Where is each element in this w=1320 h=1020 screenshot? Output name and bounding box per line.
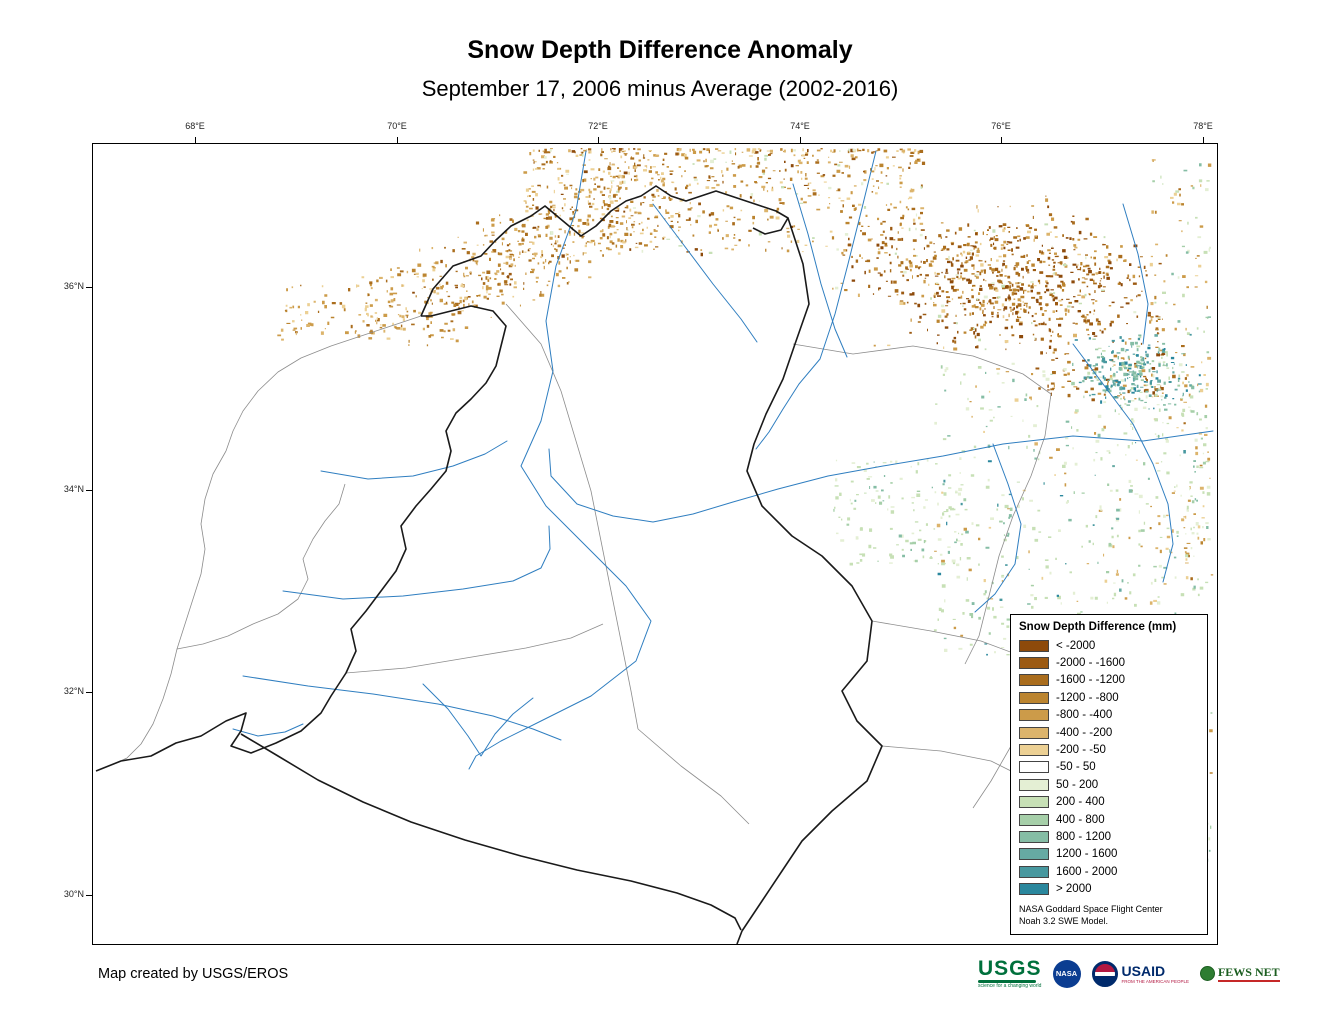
longitude-label: 74°E: [790, 121, 810, 131]
legend-title: Snow Depth Difference (mm): [1019, 621, 1177, 633]
latitude-label: 36°N: [63, 281, 84, 291]
usaid-seal-icon: [1091, 960, 1118, 987]
page-title: Snow Depth Difference Anomaly: [467, 36, 853, 64]
usgs-wave-icon: [978, 980, 1036, 983]
legend-item: 200 - 400: [1019, 794, 1199, 811]
longitude-label: 70°E: [387, 121, 407, 131]
legend-swatch: [1019, 709, 1049, 722]
legend-label: 800 - 1200: [1056, 830, 1111, 843]
usaid-tagline: FROM THE AMERICAN PEOPLE: [1121, 978, 1189, 984]
legend-swatch: [1019, 778, 1049, 791]
fewsnet-logo-text: FEWS NET: [1217, 965, 1280, 982]
legend-item: -800 - -400: [1019, 707, 1199, 724]
legend-item: 400 - 800: [1019, 811, 1199, 828]
longitude-tick: [1001, 137, 1002, 143]
legend-label: -800 - -400: [1056, 709, 1113, 722]
legend-swatch: [1019, 674, 1049, 687]
legend-item: < -2000: [1019, 637, 1199, 654]
map-credit: Map created by USGS/EROS: [98, 966, 289, 982]
page-subtitle: September 17, 2006 minus Average (2002-2…: [421, 76, 899, 101]
legend-label: -50 - 50: [1056, 761, 1096, 774]
globe-icon: [1199, 965, 1215, 981]
longitude-tick: [800, 137, 801, 143]
legend-label: -1600 - -1200: [1056, 674, 1126, 687]
legend-note-line: Noah 3.2 SWE Model.: [1019, 915, 1109, 926]
nasa-logo: NASA: [1052, 959, 1081, 988]
legend-item: -2000 - -1600: [1019, 654, 1199, 671]
legend-label: 1600 - 2000: [1056, 865, 1118, 878]
latitude-label: 32°N: [63, 686, 84, 696]
legend-swatch: [1019, 848, 1049, 861]
legend-swatch: [1019, 796, 1049, 809]
legend-item: > 2000: [1019, 880, 1199, 897]
legend-swatch: [1019, 830, 1049, 843]
latitude-label: 34°N: [63, 484, 84, 494]
legend-swatch: [1019, 639, 1049, 652]
legend-items: < -2000 -2000 - -1600 -1600 - -1200 -1200 -…: [1019, 637, 1199, 898]
legend-label: -1200 - -800: [1056, 691, 1119, 704]
map-frame: Snow Depth Difference (mm) < -2000 -2000 …: [92, 143, 1218, 945]
usgs-tagline: science for a changing world: [978, 983, 1042, 989]
legend-swatch: [1019, 761, 1049, 774]
legend-note-line: NASA Goddard Space Flight Center: [1019, 903, 1163, 914]
legend-item: 800 - 1200: [1019, 828, 1199, 845]
legend-label: 50 - 200: [1056, 778, 1099, 791]
legend: Snow Depth Difference (mm) < -2000 -2000 …: [1010, 614, 1208, 936]
legend-item: -200 - -50: [1019, 741, 1199, 758]
map-canvas: [95, 148, 1214, 944]
usgs-logo-text: USGS: [978, 957, 1042, 980]
legend-item: -50 - 50: [1019, 759, 1199, 776]
legend-swatch: [1019, 813, 1049, 826]
longitude-label: 72°E: [588, 121, 608, 131]
legend-label: 200 - 400: [1056, 796, 1105, 809]
latitude-tick: [86, 895, 92, 896]
legend-label: 1200 - 1600: [1056, 848, 1118, 861]
usaid-logo: USAID FROM THE AMERICAN PEOPLE: [1091, 960, 1189, 987]
legend-swatch: [1019, 865, 1049, 878]
legend-label: -400 - -200: [1056, 726, 1113, 739]
usaid-logo-text: USAID: [1121, 962, 1166, 979]
legend-label: < -2000: [1056, 639, 1096, 652]
legend-label: > 2000: [1056, 883, 1092, 896]
latitude-tick: [86, 490, 92, 491]
legend-swatch: [1019, 691, 1049, 704]
legend-label: -200 - -50: [1056, 744, 1106, 757]
legend-label: 400 - 800: [1056, 813, 1105, 826]
legend-note: NASA Goddard Space Flight Center Noah 3.…: [1019, 904, 1199, 927]
legend-swatch: [1019, 744, 1049, 757]
legend-item: 50 - 200: [1019, 776, 1199, 793]
fewsnet-logo: FEWS NET: [1199, 965, 1280, 982]
latitude-tick: [86, 287, 92, 288]
latitude-label: 30°N: [63, 889, 84, 899]
legend-item: -1200 - -800: [1019, 689, 1199, 706]
longitude-tick: [195, 137, 196, 143]
legend-item: 1600 - 2000: [1019, 863, 1199, 880]
latitude-tick: [86, 692, 92, 693]
legend-swatch: [1019, 883, 1049, 896]
longitude-label: 68°E: [185, 121, 205, 131]
legend-item: -400 - -200: [1019, 724, 1199, 741]
longitude-tick: [397, 137, 398, 143]
longitude-label: 78°E: [1193, 121, 1213, 131]
legend-label: -2000 - -1600: [1056, 657, 1126, 670]
longitude-tick: [1203, 137, 1204, 143]
usgs-logo: USGS science for a changing world: [978, 958, 1042, 989]
nasa-logo-text: NASA: [1055, 969, 1078, 978]
legend-swatch: [1019, 657, 1049, 670]
logo-strip: USGS science for a changing world NASA U…: [978, 958, 1280, 989]
longitude-label: 76°E: [991, 121, 1011, 131]
legend-item: -1600 - -1200: [1019, 672, 1199, 689]
legend-item: 1200 - 1600: [1019, 846, 1199, 863]
longitude-tick: [598, 137, 599, 143]
legend-swatch: [1019, 726, 1049, 739]
